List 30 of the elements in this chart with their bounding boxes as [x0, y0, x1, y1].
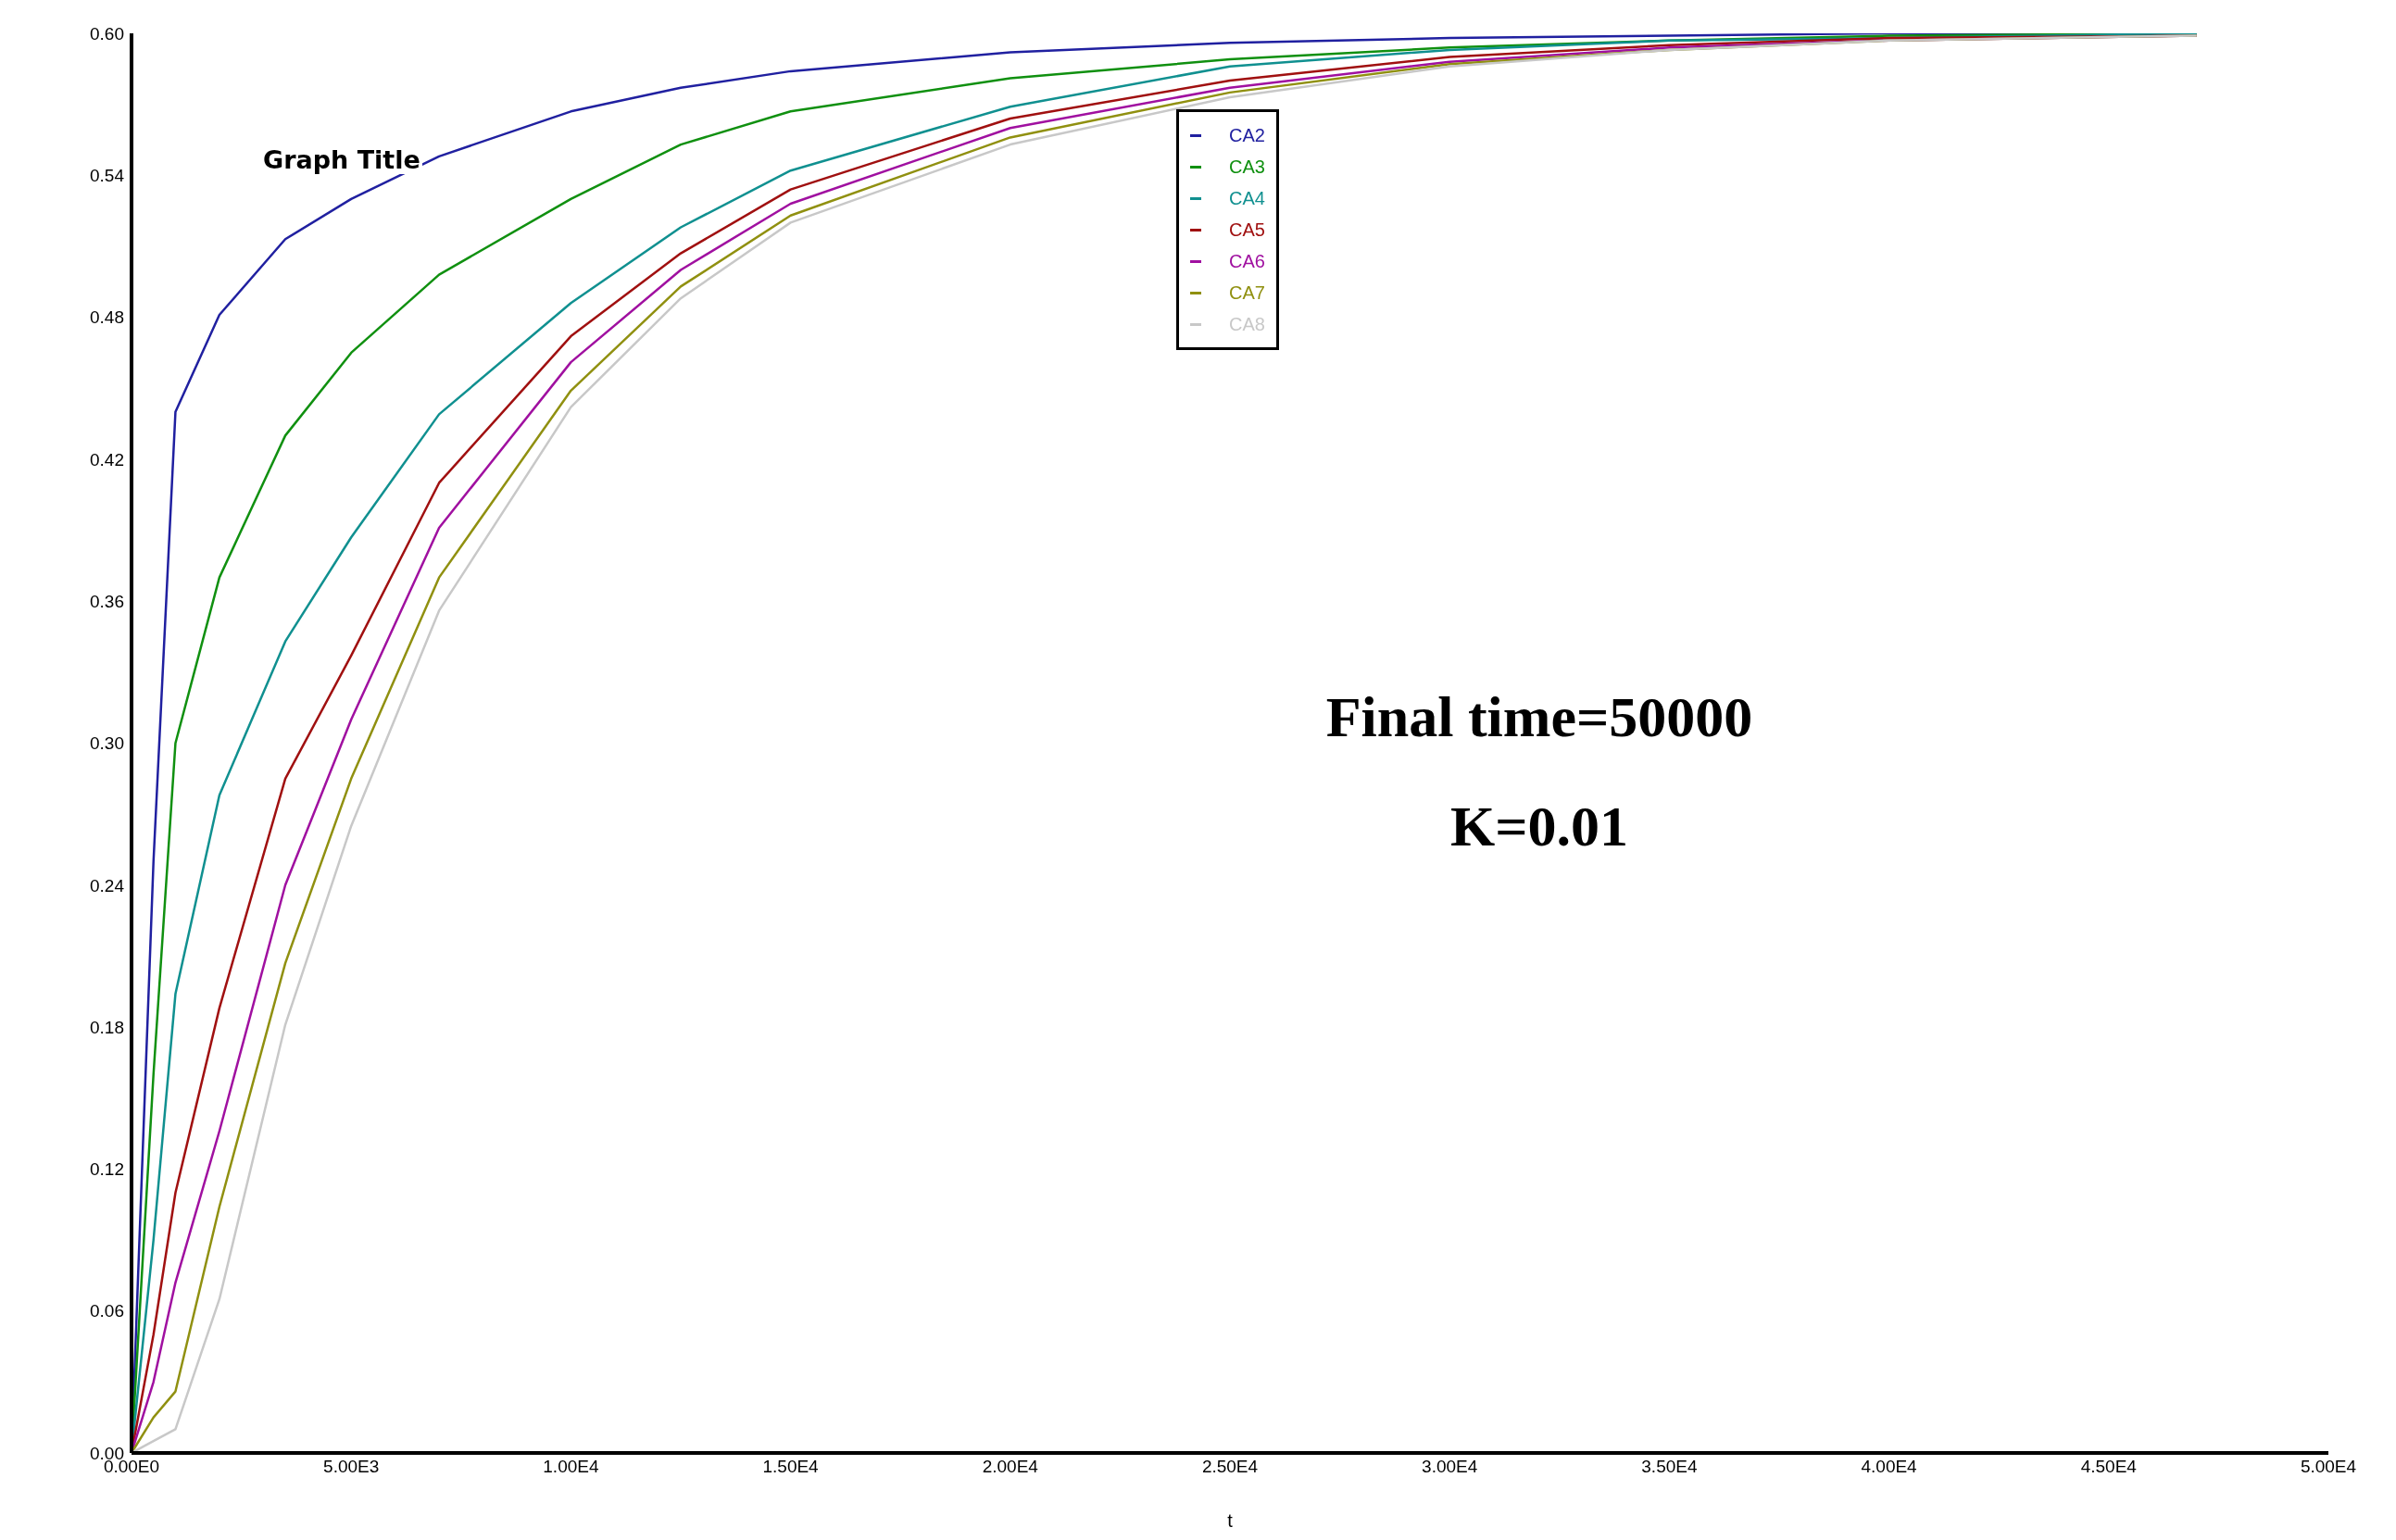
x-tick-label: 1.50E4: [762, 1457, 820, 1477]
legend-label: CA7: [1229, 282, 1265, 304]
x-tick-label: 2.50E4: [1201, 1457, 1259, 1477]
y-tick-label: 0.54: [90, 166, 125, 186]
y-tick-label: 0.30: [90, 733, 124, 754]
x-tick-label: 2.00E4: [982, 1457, 1039, 1477]
legend-label: CA5: [1229, 219, 1265, 241]
legend-label: CA2: [1229, 124, 1265, 146]
annotation: Final time=50000: [1324, 685, 1754, 749]
x-tick-label: 1.00E4: [543, 1457, 599, 1477]
x-tick-label: 4.00E4: [1861, 1457, 1918, 1477]
y-tick-label: 0.24: [90, 875, 125, 895]
x-tick-label: 4.50E4: [2080, 1457, 2138, 1477]
y-tick-label: 0.48: [90, 307, 124, 328]
y-tick-label: 0.18: [90, 1017, 124, 1037]
x-axis-title: t: [1227, 1510, 1234, 1531]
legend-label: CA6: [1229, 250, 1265, 272]
annotation: Graph Title: [261, 145, 422, 174]
y-tick-label: 0.12: [90, 1159, 124, 1180]
x-tick-label: 3.00E4: [1422, 1457, 1478, 1477]
y-tick-label: 0.60: [90, 23, 124, 44]
annotation: K=0.01: [1449, 795, 1630, 858]
y-tick-label: 0.36: [90, 591, 124, 611]
y-tick-label: 0.42: [90, 449, 124, 470]
x-tick-label: 5.00E3: [323, 1457, 380, 1477]
legend-label: CA4: [1229, 187, 1265, 209]
x-tick-label: 3.50E4: [1641, 1457, 1698, 1477]
y-tick-label: 0.06: [90, 1301, 124, 1321]
legend-label: CA3: [1229, 156, 1265, 178]
x-tick-label: 5.00E4: [2300, 1457, 2357, 1477]
